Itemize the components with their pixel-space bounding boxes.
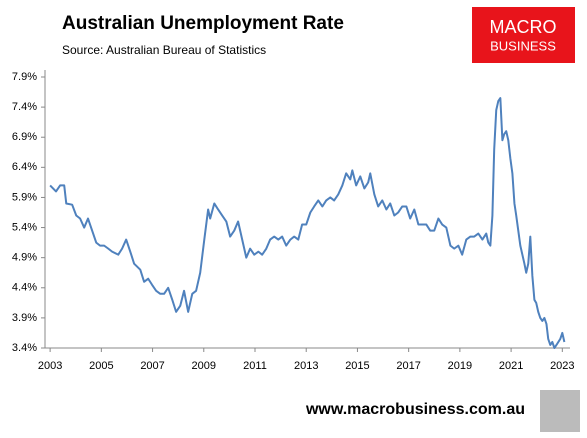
y-tick-label: 6.4%: [12, 161, 37, 173]
x-tick-label: 2007: [140, 360, 164, 372]
data-line: [49, 97, 566, 349]
y-tick-label: 5.4%: [12, 221, 37, 233]
logo-box: [472, 7, 575, 63]
x-tick-label: 2009: [192, 360, 216, 372]
logo-text: BUSINESS: [490, 38, 556, 53]
footer-url: www.macrobusiness.com.au: [305, 401, 525, 418]
y-tick-label: 5.9%: [12, 191, 37, 203]
x-tick-label: 2005: [89, 360, 113, 372]
x-tick-label: 2013: [294, 360, 318, 372]
chart-title: Australian Unemployment Rate: [62, 13, 344, 34]
y-tick-label: 4.4%: [12, 282, 37, 294]
y-tick-label: 7.9%: [12, 71, 37, 83]
y-tick-label: 7.4%: [12, 101, 37, 113]
y-tick-label: 3.4%: [12, 342, 37, 354]
x-tick-label: 2023: [550, 360, 574, 372]
y-tick-label: 6.9%: [12, 131, 37, 143]
chart-subtitle: Source: Australian Bureau of Statistics: [62, 43, 266, 57]
logo-text: MACRO: [490, 17, 557, 37]
x-tick-label: 2019: [448, 360, 472, 372]
y-tick-label: 3.9%: [12, 312, 37, 324]
logo-icon: [540, 390, 580, 432]
x-tick-label: 2017: [396, 360, 420, 372]
x-tick-label: 2021: [499, 360, 523, 372]
x-tick-label: 2003: [38, 360, 62, 372]
x-tick-label: 2011: [243, 360, 267, 372]
x-tick-label: 2015: [345, 360, 369, 372]
y-tick-label: 4.9%: [12, 252, 37, 264]
